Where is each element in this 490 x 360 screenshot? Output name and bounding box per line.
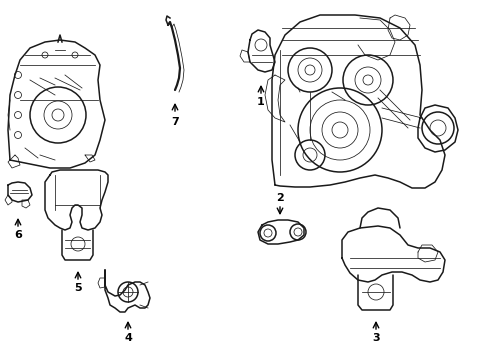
Text: 3: 3	[372, 333, 380, 343]
Text: 5: 5	[74, 283, 82, 293]
Text: 1: 1	[257, 97, 265, 107]
Text: 2: 2	[276, 193, 284, 203]
Text: 4: 4	[124, 333, 132, 343]
Text: 7: 7	[171, 117, 179, 127]
Text: 6: 6	[14, 230, 22, 240]
